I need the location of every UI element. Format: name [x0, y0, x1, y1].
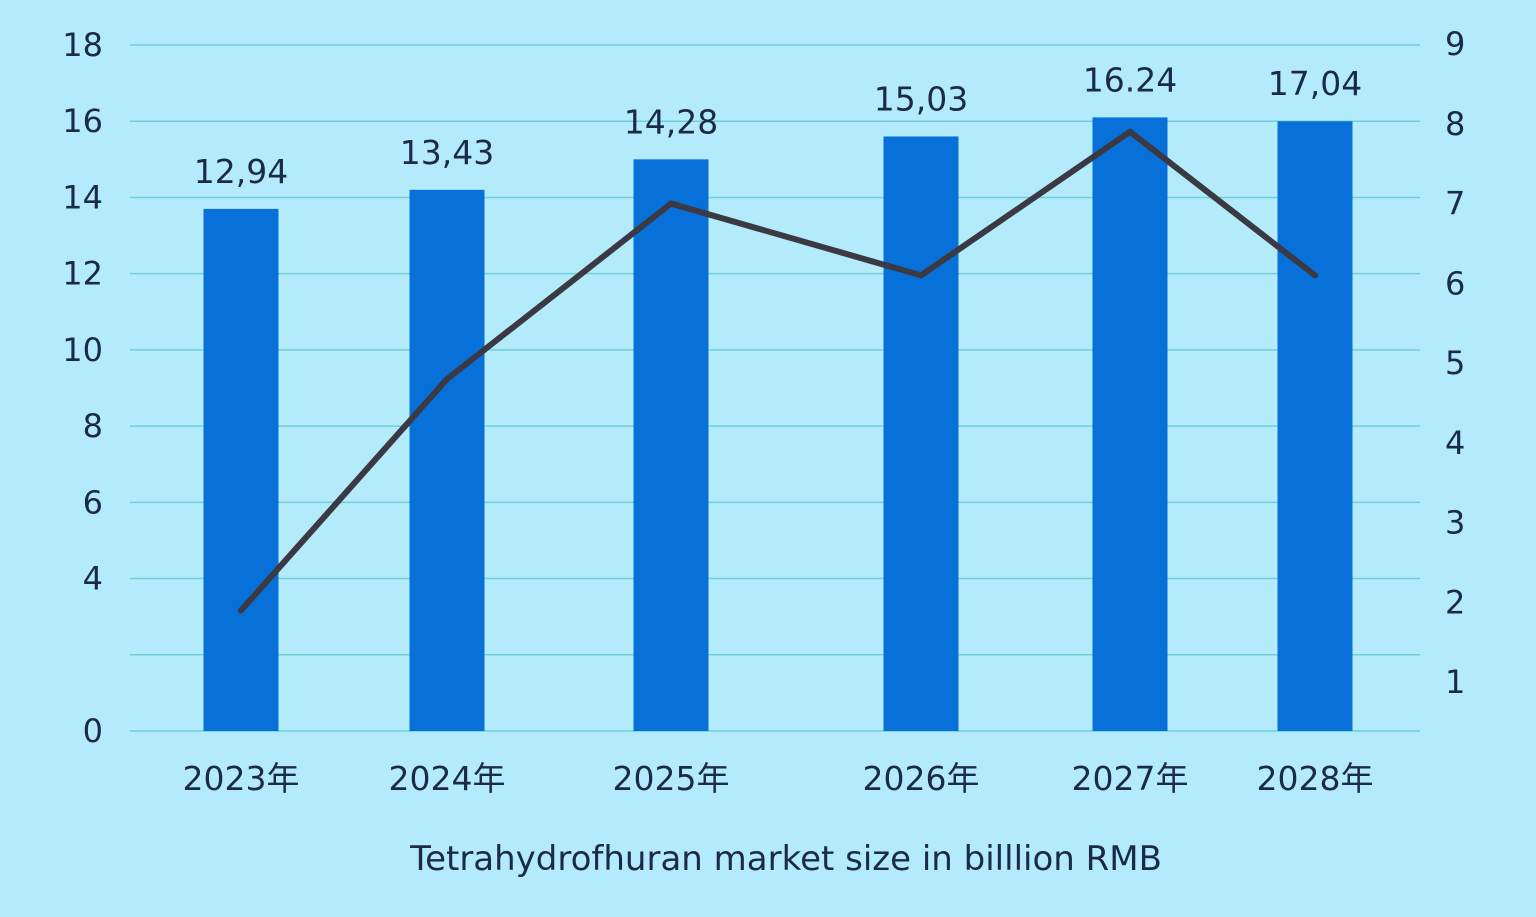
data-label: 13,43 — [400, 133, 494, 172]
category-label: 2024年 — [389, 759, 506, 798]
line-point — [238, 607, 244, 614]
data-label: 15,03 — [874, 79, 968, 118]
left-tick-label: 10 — [62, 331, 103, 369]
category-labels: 2023年 2024年 2025年 2026年 2027年 2028年 — [183, 759, 1374, 798]
left-tick-label: 0 — [83, 712, 103, 750]
right-tick-label: 7 — [1445, 185, 1465, 223]
right-tick-label: 4 — [1445, 424, 1465, 462]
left-tick-label: 8 — [83, 407, 103, 445]
line-point — [444, 376, 450, 383]
bar — [1277, 121, 1353, 731]
x-axis-title: Tetrahydrofhuran market size in billlion… — [409, 839, 1162, 879]
right-tick-label: 9 — [1445, 25, 1465, 63]
line-point — [1312, 272, 1318, 279]
line-point — [1127, 128, 1133, 135]
bar-series — [203, 117, 1353, 732]
data-label: 12,94 — [194, 152, 288, 191]
bar — [1092, 117, 1168, 731]
left-tick-label: 4 — [83, 560, 103, 598]
right-tick-label: 5 — [1445, 344, 1465, 382]
data-label: 14,28 — [624, 102, 718, 141]
gridlines — [130, 44, 1420, 732]
bar — [633, 159, 709, 732]
line-point — [668, 200, 674, 207]
category-label: 2027年 — [1072, 759, 1189, 798]
right-tick-label: 8 — [1445, 105, 1465, 143]
left-axis-ticks: 0 4 6 8 10 12 14 16 18 — [62, 26, 103, 750]
bar — [203, 208, 279, 731]
category-label: 2025年 — [613, 759, 730, 798]
bar — [883, 136, 959, 731]
left-tick-label: 18 — [62, 26, 103, 64]
data-label: 17,04 — [1268, 64, 1362, 103]
line-point — [918, 272, 924, 279]
line-series — [238, 128, 1318, 614]
right-tick-label: 6 — [1445, 264, 1465, 302]
right-tick-label: 2 — [1445, 583, 1465, 621]
left-tick-label: 12 — [62, 255, 103, 293]
category-label: 2026年 — [863, 759, 980, 798]
right-tick-label: 3 — [1445, 504, 1465, 542]
line-path — [238, 128, 1318, 614]
category-label: 2023年 — [183, 759, 300, 798]
data-label: 16.24 — [1083, 60, 1177, 99]
bar — [409, 189, 485, 732]
data-labels: 12,94 13,43 14,28 15,03 16.24 17,04 — [194, 60, 1362, 190]
right-tick-label: 1 — [1445, 663, 1465, 701]
left-tick-label: 14 — [62, 178, 103, 216]
right-axis-ticks: 1 2 3 4 5 6 7 8 9 — [1445, 25, 1465, 701]
category-label: 2028年 — [1257, 759, 1374, 798]
left-tick-label: 6 — [83, 483, 103, 521]
left-tick-label: 16 — [62, 102, 103, 140]
